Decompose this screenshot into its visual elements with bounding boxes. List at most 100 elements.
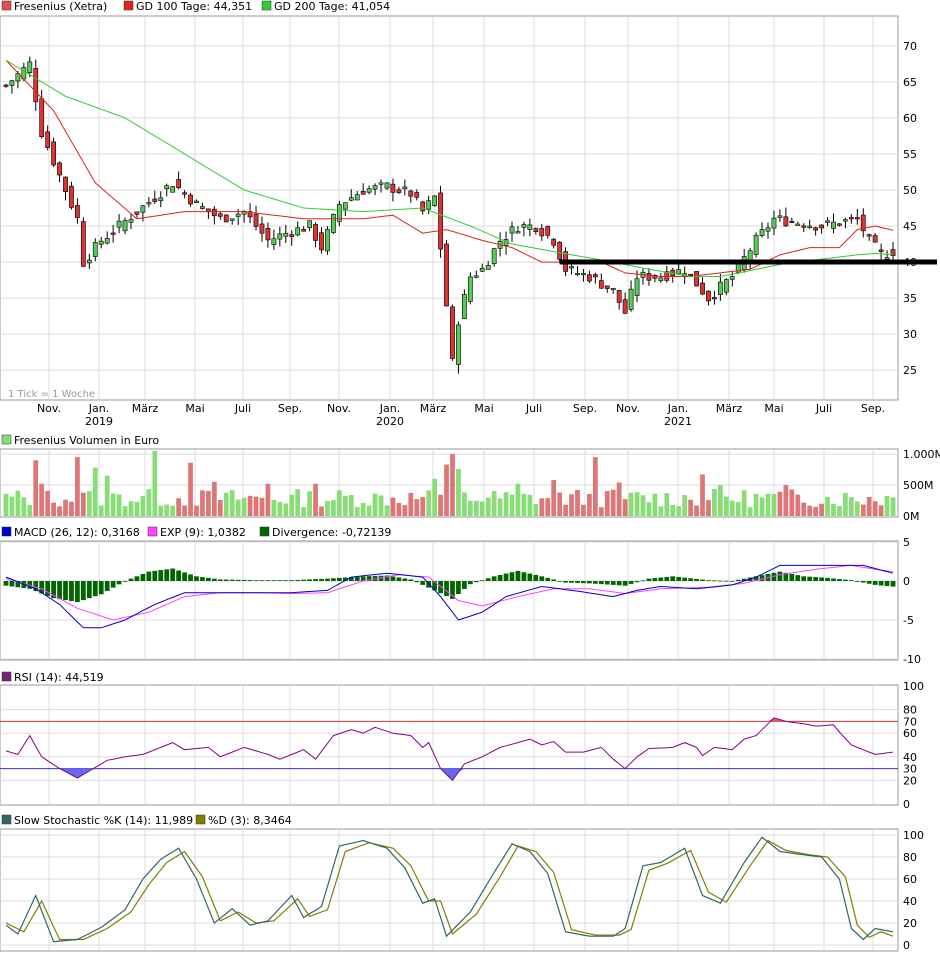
gd200-legend-swatch (261, 0, 272, 11)
volume-bar (676, 506, 682, 516)
candle-body (188, 194, 193, 205)
divergence-bar (616, 581, 622, 586)
macd-legend-label: MACD (26, 12): 0,3168 (14, 526, 140, 539)
candle-body (342, 202, 348, 210)
divergence-bar (610, 581, 616, 585)
candle-body (509, 226, 515, 234)
volume-bar (15, 490, 21, 516)
stochastic-y-tick: 60 (903, 873, 917, 886)
divergence-bar (825, 577, 830, 581)
volume-bar (497, 498, 503, 516)
candle-body (765, 227, 771, 232)
candle-body (283, 232, 289, 237)
volume-bar (152, 450, 158, 516)
divergence-bar (426, 581, 432, 588)
divergence-bar (479, 580, 485, 582)
divergence-bar (563, 581, 568, 583)
candle-body (848, 217, 854, 220)
volume-bar (444, 464, 449, 516)
macd-y-tick: 5 (903, 536, 910, 549)
divergence-bar (521, 572, 527, 581)
volume-bar (336, 490, 342, 516)
volume-bar (86, 491, 92, 516)
candle-body (378, 182, 384, 185)
candle-body (729, 276, 735, 280)
volume-bar (289, 494, 295, 516)
volume-bar (265, 483, 271, 516)
candle-body (628, 288, 634, 310)
volume-bar (271, 499, 277, 516)
price-y-tick: 35 (903, 292, 917, 305)
volume-bar (408, 492, 414, 516)
candle-body (336, 204, 342, 222)
divergence-bar (92, 581, 98, 597)
divergence-bar (515, 570, 521, 581)
rsi-y-tick: 30 (903, 763, 917, 776)
candle-body (39, 98, 45, 137)
price-series (3, 56, 937, 374)
rsi-oversold-fill (452, 768, 459, 781)
macd-panel-frame (0, 540, 899, 661)
divergence-bar (75, 581, 80, 603)
candle-body (569, 266, 574, 269)
volume-bar (717, 485, 723, 516)
candle-body (319, 232, 324, 251)
divergence-bar (200, 577, 205, 581)
divergence-bar (473, 581, 479, 583)
volume-bar (402, 505, 408, 516)
volume-bar (545, 498, 551, 516)
divergence-bar (741, 578, 747, 581)
candle-body (700, 282, 705, 295)
candle-body (694, 271, 699, 287)
volume-bar (789, 489, 795, 516)
divergence-bar (57, 581, 62, 600)
macd-y-axis: 5 0 -5 -10 (903, 536, 921, 666)
volume-bar (729, 500, 735, 516)
divergence-bar (462, 581, 467, 590)
stochastic-y-axis: 100 80 60 40 20 0 (903, 829, 924, 952)
volume-bar (509, 494, 515, 516)
divergence-bar (259, 580, 265, 582)
price-y-axis: 70656055504540353025 (903, 40, 917, 377)
divergence-bar (69, 581, 74, 602)
divergence-bar (342, 577, 348, 581)
divergence-bar (313, 579, 318, 581)
divergence-bar (646, 578, 652, 581)
candle-body (51, 141, 56, 166)
divergence-bar (872, 581, 878, 585)
divergence-bar (39, 581, 45, 594)
candle-body (860, 214, 866, 232)
divergence-bar (444, 581, 449, 597)
candle-body (86, 259, 92, 264)
price-y-tick: 25 (903, 364, 917, 377)
price-x-tick: Sep. (573, 402, 597, 415)
volume-bar (319, 506, 324, 516)
divergence-bar (640, 580, 646, 582)
volume-bar (122, 506, 128, 516)
candle-body (325, 229, 330, 252)
volume-bar (890, 497, 896, 516)
volume-legend: Fresenius Volumen in Euro (1, 434, 159, 447)
candle-body (271, 238, 277, 246)
volume-bar (878, 505, 884, 516)
candle-body (688, 273, 693, 277)
volume-bar (837, 505, 842, 516)
divergence-bar (467, 581, 473, 585)
price-legend-swatch (1, 0, 12, 11)
divergence-bar (277, 580, 283, 582)
volume-bar (247, 495, 253, 516)
stochastic-y-tick: 20 (903, 917, 917, 930)
macd-legend: MACD (26, 12): 0,3168 EXP (9): 1,0382 Di… (1, 526, 391, 539)
volume-y-tick: 0M (903, 510, 920, 523)
candle-body (33, 68, 39, 103)
volume-bar (3, 493, 9, 516)
candle-body (581, 273, 586, 276)
volume-bar (598, 507, 604, 516)
divergence-bar (557, 581, 563, 582)
divergence-bar (551, 579, 557, 581)
volume-panel-frame (0, 448, 899, 518)
divergence-bar (104, 581, 110, 591)
volume-y-tick: 500M (903, 479, 934, 492)
candle-body (170, 186, 176, 193)
divergence-bar (331, 578, 336, 581)
